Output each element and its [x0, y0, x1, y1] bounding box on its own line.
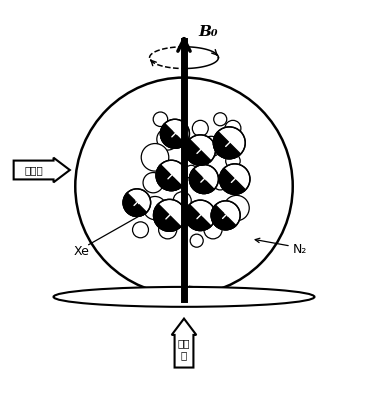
Wedge shape [211, 205, 236, 230]
Circle shape [204, 221, 222, 239]
Text: 检测光: 检测光 [24, 165, 43, 175]
Circle shape [211, 201, 240, 230]
Circle shape [213, 176, 227, 190]
Wedge shape [153, 204, 181, 231]
Circle shape [213, 127, 245, 159]
Ellipse shape [53, 287, 315, 307]
Wedge shape [156, 165, 182, 191]
Circle shape [190, 234, 203, 247]
Circle shape [214, 113, 227, 126]
Wedge shape [213, 132, 241, 159]
Wedge shape [185, 139, 211, 165]
Circle shape [190, 164, 219, 193]
Wedge shape [160, 123, 185, 148]
Circle shape [157, 128, 178, 150]
Circle shape [141, 144, 169, 171]
FancyArrow shape [14, 158, 70, 182]
Circle shape [143, 173, 163, 193]
Circle shape [144, 197, 167, 220]
Circle shape [153, 199, 185, 231]
Circle shape [185, 165, 198, 178]
Circle shape [201, 136, 221, 156]
Wedge shape [123, 193, 146, 217]
Circle shape [224, 195, 249, 221]
Circle shape [75, 78, 293, 295]
FancyArrow shape [172, 319, 196, 367]
Circle shape [159, 221, 177, 239]
Circle shape [123, 189, 151, 217]
Circle shape [220, 164, 250, 194]
Wedge shape [220, 168, 245, 194]
Text: Rb: Rb [206, 292, 222, 305]
Circle shape [153, 112, 168, 127]
Circle shape [156, 160, 187, 191]
Circle shape [173, 192, 191, 210]
Wedge shape [190, 169, 214, 193]
Circle shape [225, 120, 241, 136]
Wedge shape [185, 205, 211, 230]
Circle shape [226, 154, 240, 168]
Text: Xe: Xe [74, 245, 89, 258]
Circle shape [185, 200, 216, 230]
Text: 抽运
光: 抽运 光 [178, 338, 190, 360]
Circle shape [160, 119, 190, 148]
Circle shape [185, 135, 216, 165]
Text: N₂: N₂ [293, 243, 307, 256]
Circle shape [192, 120, 208, 136]
Text: B₀: B₀ [198, 25, 218, 39]
Circle shape [132, 222, 148, 238]
